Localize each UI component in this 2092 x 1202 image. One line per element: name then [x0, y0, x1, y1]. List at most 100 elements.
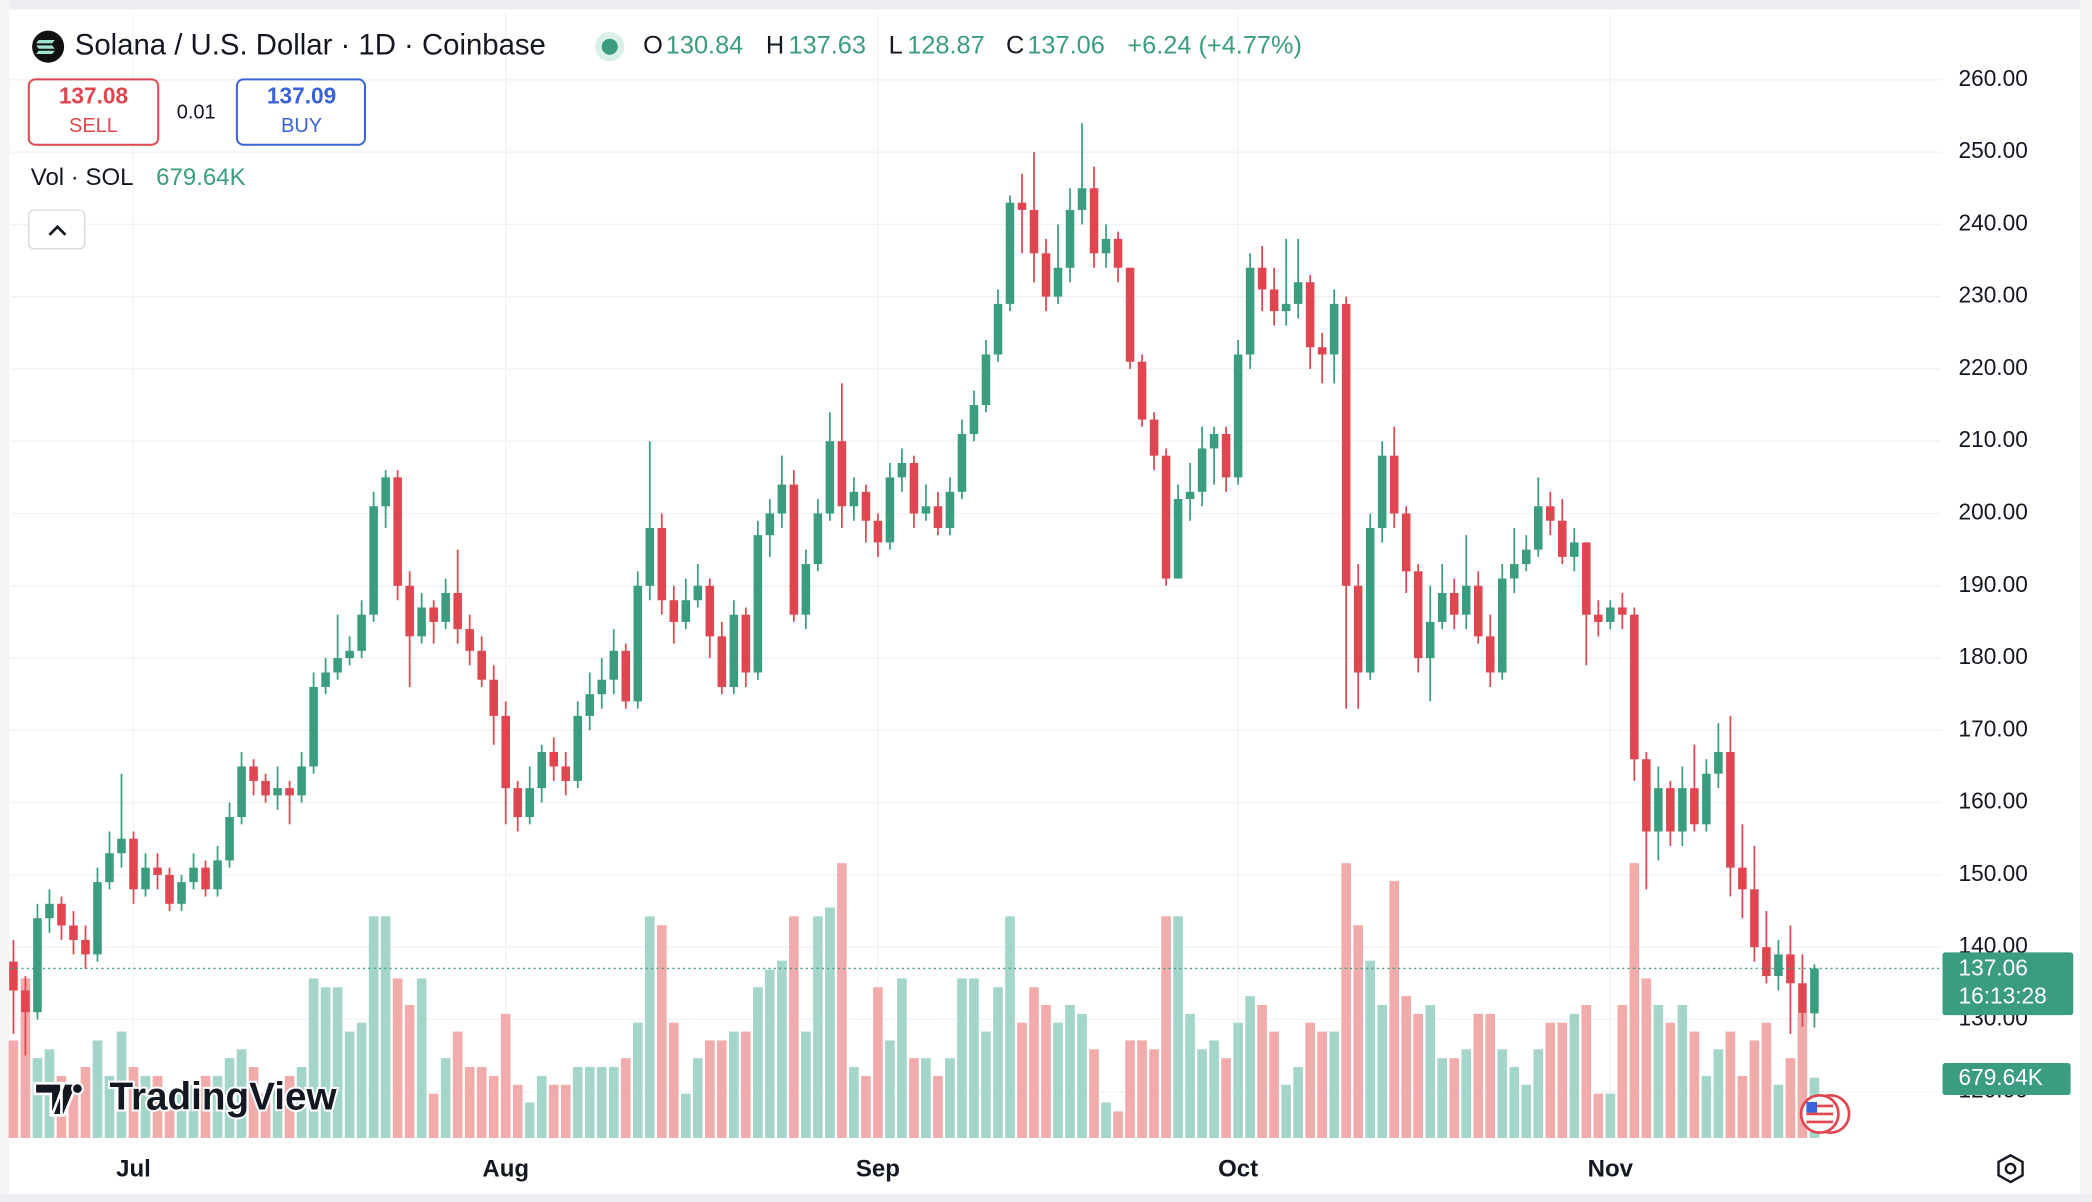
volume-bar	[68, 1084, 79, 1138]
candle-body	[1654, 788, 1663, 832]
sell-box[interactable]	[27, 78, 160, 146]
candle-body	[297, 766, 306, 796]
candle-body	[789, 484, 799, 615]
candle-body	[1425, 621, 1435, 659]
candle-body	[1546, 506, 1555, 521]
candle-body	[357, 614, 366, 651]
y-tick-label: 230.00	[1959, 282, 2028, 308]
candle-body	[1257, 267, 1267, 290]
volume-bar	[1569, 1013, 1580, 1138]
candle-body	[393, 477, 402, 586]
candle-body	[717, 636, 727, 687]
y-tick-label: 180.00	[1959, 643, 2028, 669]
volume-bar	[1677, 1004, 1688, 1138]
candle-body	[1437, 592, 1447, 622]
volume-bar	[1689, 1031, 1700, 1138]
candle-body	[1750, 889, 1759, 948]
candle-body	[1762, 947, 1771, 977]
price-pane	[9, 123, 1819, 1056]
volume-bar	[1089, 1049, 1099, 1138]
candle-body	[1726, 752, 1735, 868]
volume-bar	[1461, 1049, 1472, 1138]
volume-bar	[80, 1067, 91, 1138]
volume-bar	[1041, 1004, 1051, 1138]
candle-body	[909, 462, 919, 514]
volume-bar	[512, 1084, 523, 1138]
x-tick-label: Nov	[1588, 1155, 1634, 1182]
volume-bar	[164, 1102, 175, 1138]
volume-bar	[332, 987, 343, 1138]
candle-body	[609, 650, 619, 680]
volume-bar	[8, 1040, 19, 1138]
candle-body	[1413, 571, 1423, 659]
candle-body	[249, 766, 258, 781]
volume-bar	[428, 1093, 439, 1138]
candle-body	[813, 513, 823, 565]
collapse-caret[interactable]	[48, 224, 67, 236]
buy-price[interactable]: 137.09	[267, 82, 336, 108]
sell-button[interactable]: 137.08 SELL	[27, 78, 160, 146]
volume-bar	[596, 1067, 607, 1138]
volume-bar	[1329, 1031, 1339, 1138]
status-dot	[601, 38, 618, 55]
candle-body	[561, 766, 571, 781]
candle-body	[465, 629, 474, 651]
volume-bar	[584, 1067, 595, 1138]
settings-icon-center[interactable]	[2004, 1162, 2017, 1175]
candle-body	[1353, 585, 1363, 673]
volume-bar	[104, 1075, 115, 1138]
volume-bar	[1341, 863, 1351, 1138]
candle-body	[873, 520, 883, 543]
volume-bar	[873, 987, 883, 1138]
volume-bar	[741, 1031, 751, 1138]
volume-bar	[152, 1075, 163, 1138]
settings-button[interactable]	[1997, 1153, 2024, 1184]
volume-bar	[1665, 1022, 1676, 1138]
candle-body	[597, 679, 607, 695]
buy-label[interactable]: BUY	[281, 115, 322, 137]
volume-bar	[753, 987, 763, 1138]
volume-bar	[344, 1031, 355, 1138]
volume-bar	[789, 916, 799, 1138]
collapse-button[interactable]	[28, 209, 86, 250]
candle-body	[117, 838, 126, 854]
volume-bar	[1245, 996, 1255, 1138]
buy-button[interactable]: 137.09 BUY	[235, 78, 366, 146]
volume-bar	[416, 978, 427, 1138]
candle-body	[21, 990, 30, 1013]
candle-body	[645, 527, 655, 586]
candle-body	[1137, 361, 1147, 420]
volume-bar	[20, 978, 31, 1138]
candle-body	[1209, 433, 1219, 449]
candle-body	[1810, 968, 1819, 1014]
candle-body	[633, 585, 643, 702]
candle-body	[1161, 455, 1171, 579]
last-price-badge	[1942, 952, 2074, 1016]
volume-bar	[1365, 960, 1375, 1138]
volume-bar	[176, 1093, 187, 1138]
candle-body	[1245, 267, 1255, 355]
volume-bar	[188, 1084, 199, 1138]
watermark-logo-dot	[71, 1082, 84, 1095]
volume-bar	[476, 1067, 487, 1138]
sell-label[interactable]: SELL	[69, 115, 118, 137]
settings-icon[interactable]	[1997, 1153, 2024, 1184]
ohlc-high: 137.63	[789, 31, 866, 59]
candle-body	[285, 788, 294, 796]
sell-price[interactable]: 137.08	[59, 82, 128, 108]
volume-bar	[861, 1075, 871, 1138]
volume-bar	[1749, 1040, 1760, 1138]
volume-bar	[933, 1075, 943, 1138]
volume-bar	[777, 960, 787, 1138]
candle-body	[417, 607, 426, 637]
candle-body	[429, 607, 438, 622]
volume-bar	[1761, 1022, 1772, 1138]
candle-body	[1305, 282, 1315, 348]
volume-bar	[1641, 978, 1652, 1138]
volume-bar	[140, 1075, 151, 1138]
candle-body	[1221, 433, 1231, 478]
buy-box[interactable]	[235, 78, 366, 146]
candle-body	[225, 817, 234, 861]
collapse-box[interactable]	[28, 209, 86, 250]
